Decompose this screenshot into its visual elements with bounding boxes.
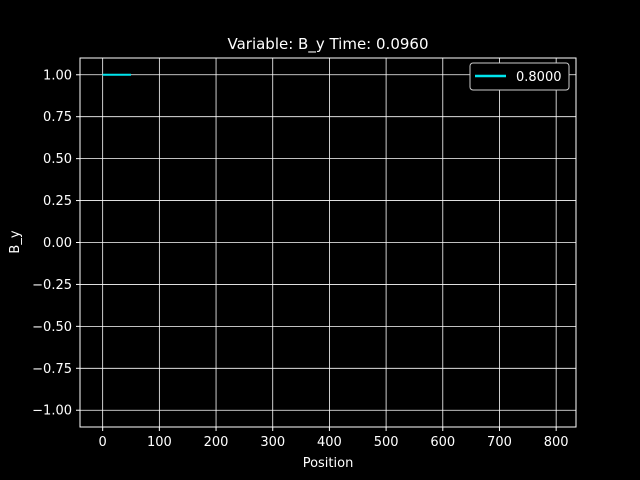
y-tick-label: −1.00 [32, 404, 72, 419]
y-tick-label: 1.00 [43, 68, 72, 83]
x-tick-label: 100 [147, 435, 172, 450]
y-tick-label: 0.00 [43, 236, 72, 251]
x-axis-ticks: 0 100 200 300 400 500 600 700 800 [99, 427, 569, 450]
y-tick-label: −0.75 [32, 362, 72, 377]
y-tick-label: −0.50 [32, 320, 72, 335]
y-tick-label: 0.50 [43, 152, 72, 167]
y-axis-ticks: 1.00 0.75 0.50 0.25 0.00 −0.25 −0.50 −0.75 −1.00 [32, 68, 80, 419]
x-tick-label: 600 [430, 435, 455, 450]
legend-frame [469, 62, 570, 91]
x-tick-label: 500 [374, 435, 399, 450]
x-tick-label: 300 [260, 435, 285, 450]
x-tick-label: 0 [99, 435, 107, 450]
x-tick-label: 400 [317, 435, 342, 450]
x-tick-label: 800 [544, 435, 569, 450]
x-axis-label: Position [303, 456, 354, 471]
y-tick-label: 0.25 [43, 194, 72, 209]
legend-label-0: 0.8000 [516, 70, 562, 85]
chart-title: Variable: B_y Time: 0.0960 [227, 35, 428, 54]
legend: 0.8000 [469, 62, 570, 91]
x-tick-label: 700 [487, 435, 512, 450]
y-tick-label: −0.25 [32, 278, 72, 293]
y-tick-label: 0.75 [43, 110, 72, 125]
x-tick-label: 200 [204, 435, 229, 450]
y-axis-label: B_y [8, 230, 23, 253]
